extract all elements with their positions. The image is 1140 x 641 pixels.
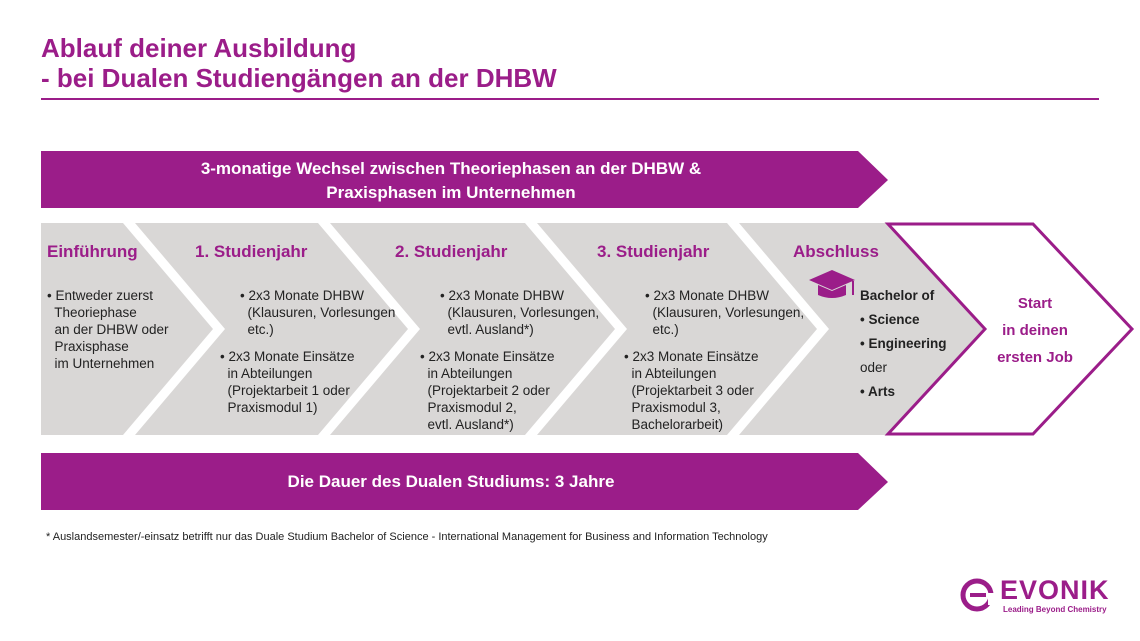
phase-heading: Abschluss (793, 242, 879, 261)
phase-heading: 3. Studienjahr (597, 242, 710, 261)
degree-arts: • Arts (860, 384, 895, 399)
chevron-einfuehrung (41, 223, 213, 435)
chevron-abschluss (739, 223, 985, 435)
top-banner-line-2: Praxisphasen im Unternehmen (326, 183, 576, 202)
top-banner-text: 3-monatige Wechsel zwischen Theoriephase… (41, 157, 861, 205)
footnote: * Auslandsemester/-einsatz betrifft nur … (46, 531, 768, 543)
logo-tagline: Leading Beyond Chemistry (1003, 605, 1107, 614)
phase-heading: 1. Studienjahr (195, 242, 308, 261)
phase-bullet: • 2x3 Monate Einsätze in Abteilungen (Pr… (420, 349, 555, 432)
bottom-banner-text: Die Dauer des Dualen Studiums: 3 Jahre (287, 472, 615, 491)
chevron-jahr-2 (330, 223, 615, 435)
title-line-2: - bei Dualen Studiengängen an der DHBW (41, 63, 557, 93)
degree-label: Bachelor of (860, 288, 935, 303)
top-banner-line-1: 3-monatige Wechsel zwischen Theoriephase… (200, 159, 702, 178)
phase-bullet: • 2x3 Monate DHBW (Klausuren, Vorlesunge… (645, 288, 805, 337)
logo-wordmark: EVONIK (1000, 575, 1110, 605)
title-line-1: Ablauf deiner Ausbildung (41, 33, 357, 63)
page-title: Ablauf deiner Ausbildung - bei Dualen St… (41, 33, 557, 93)
start-line-3: ersten Job (997, 349, 1073, 366)
chevron-jahr-1 (135, 223, 408, 435)
phase-bullet: • 2x3 Monate Einsätze in Abteilungen (Pr… (624, 349, 759, 432)
title-divider (41, 98, 1099, 100)
start-line-1: Start (1017, 295, 1053, 312)
phase-bullet: • 2x3 Monate DHBW (Klausuren, Vorlesunge… (440, 288, 600, 337)
start-line-2: in deinen (1002, 322, 1068, 339)
graduation-cap-icon (809, 270, 855, 298)
phase-bullet: • 2x3 Monate DHBW (Klausuren, Vorlesunge… (240, 288, 396, 337)
phase-heading: 2. Studienjahr (395, 242, 508, 261)
chevron-start (884, 222, 1135, 436)
chevron-jahr-3 (537, 223, 817, 435)
degree-oder: oder (860, 360, 888, 375)
top-banner-arrow (41, 151, 888, 208)
phase-bullet: • 2x3 Monate Einsätze in Abteilungen (Pr… (220, 349, 355, 415)
bottom-banner-arrow (41, 453, 888, 510)
degree-engineering: • Engineering (860, 336, 947, 351)
evonik-logo-mark-icon (960, 578, 996, 612)
start-job-text: Start in deinen ersten Job (980, 290, 1090, 371)
degree-science: • Science (860, 312, 920, 327)
phase-bullet: • Entweder zuerst Theoriephase an der DH… (47, 288, 169, 371)
phase-heading: Einführung (47, 242, 138, 261)
